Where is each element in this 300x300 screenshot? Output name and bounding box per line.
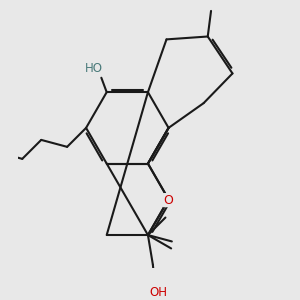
Text: OH: OH	[149, 286, 167, 299]
Text: HO: HO	[85, 62, 103, 75]
Text: O: O	[164, 194, 173, 207]
